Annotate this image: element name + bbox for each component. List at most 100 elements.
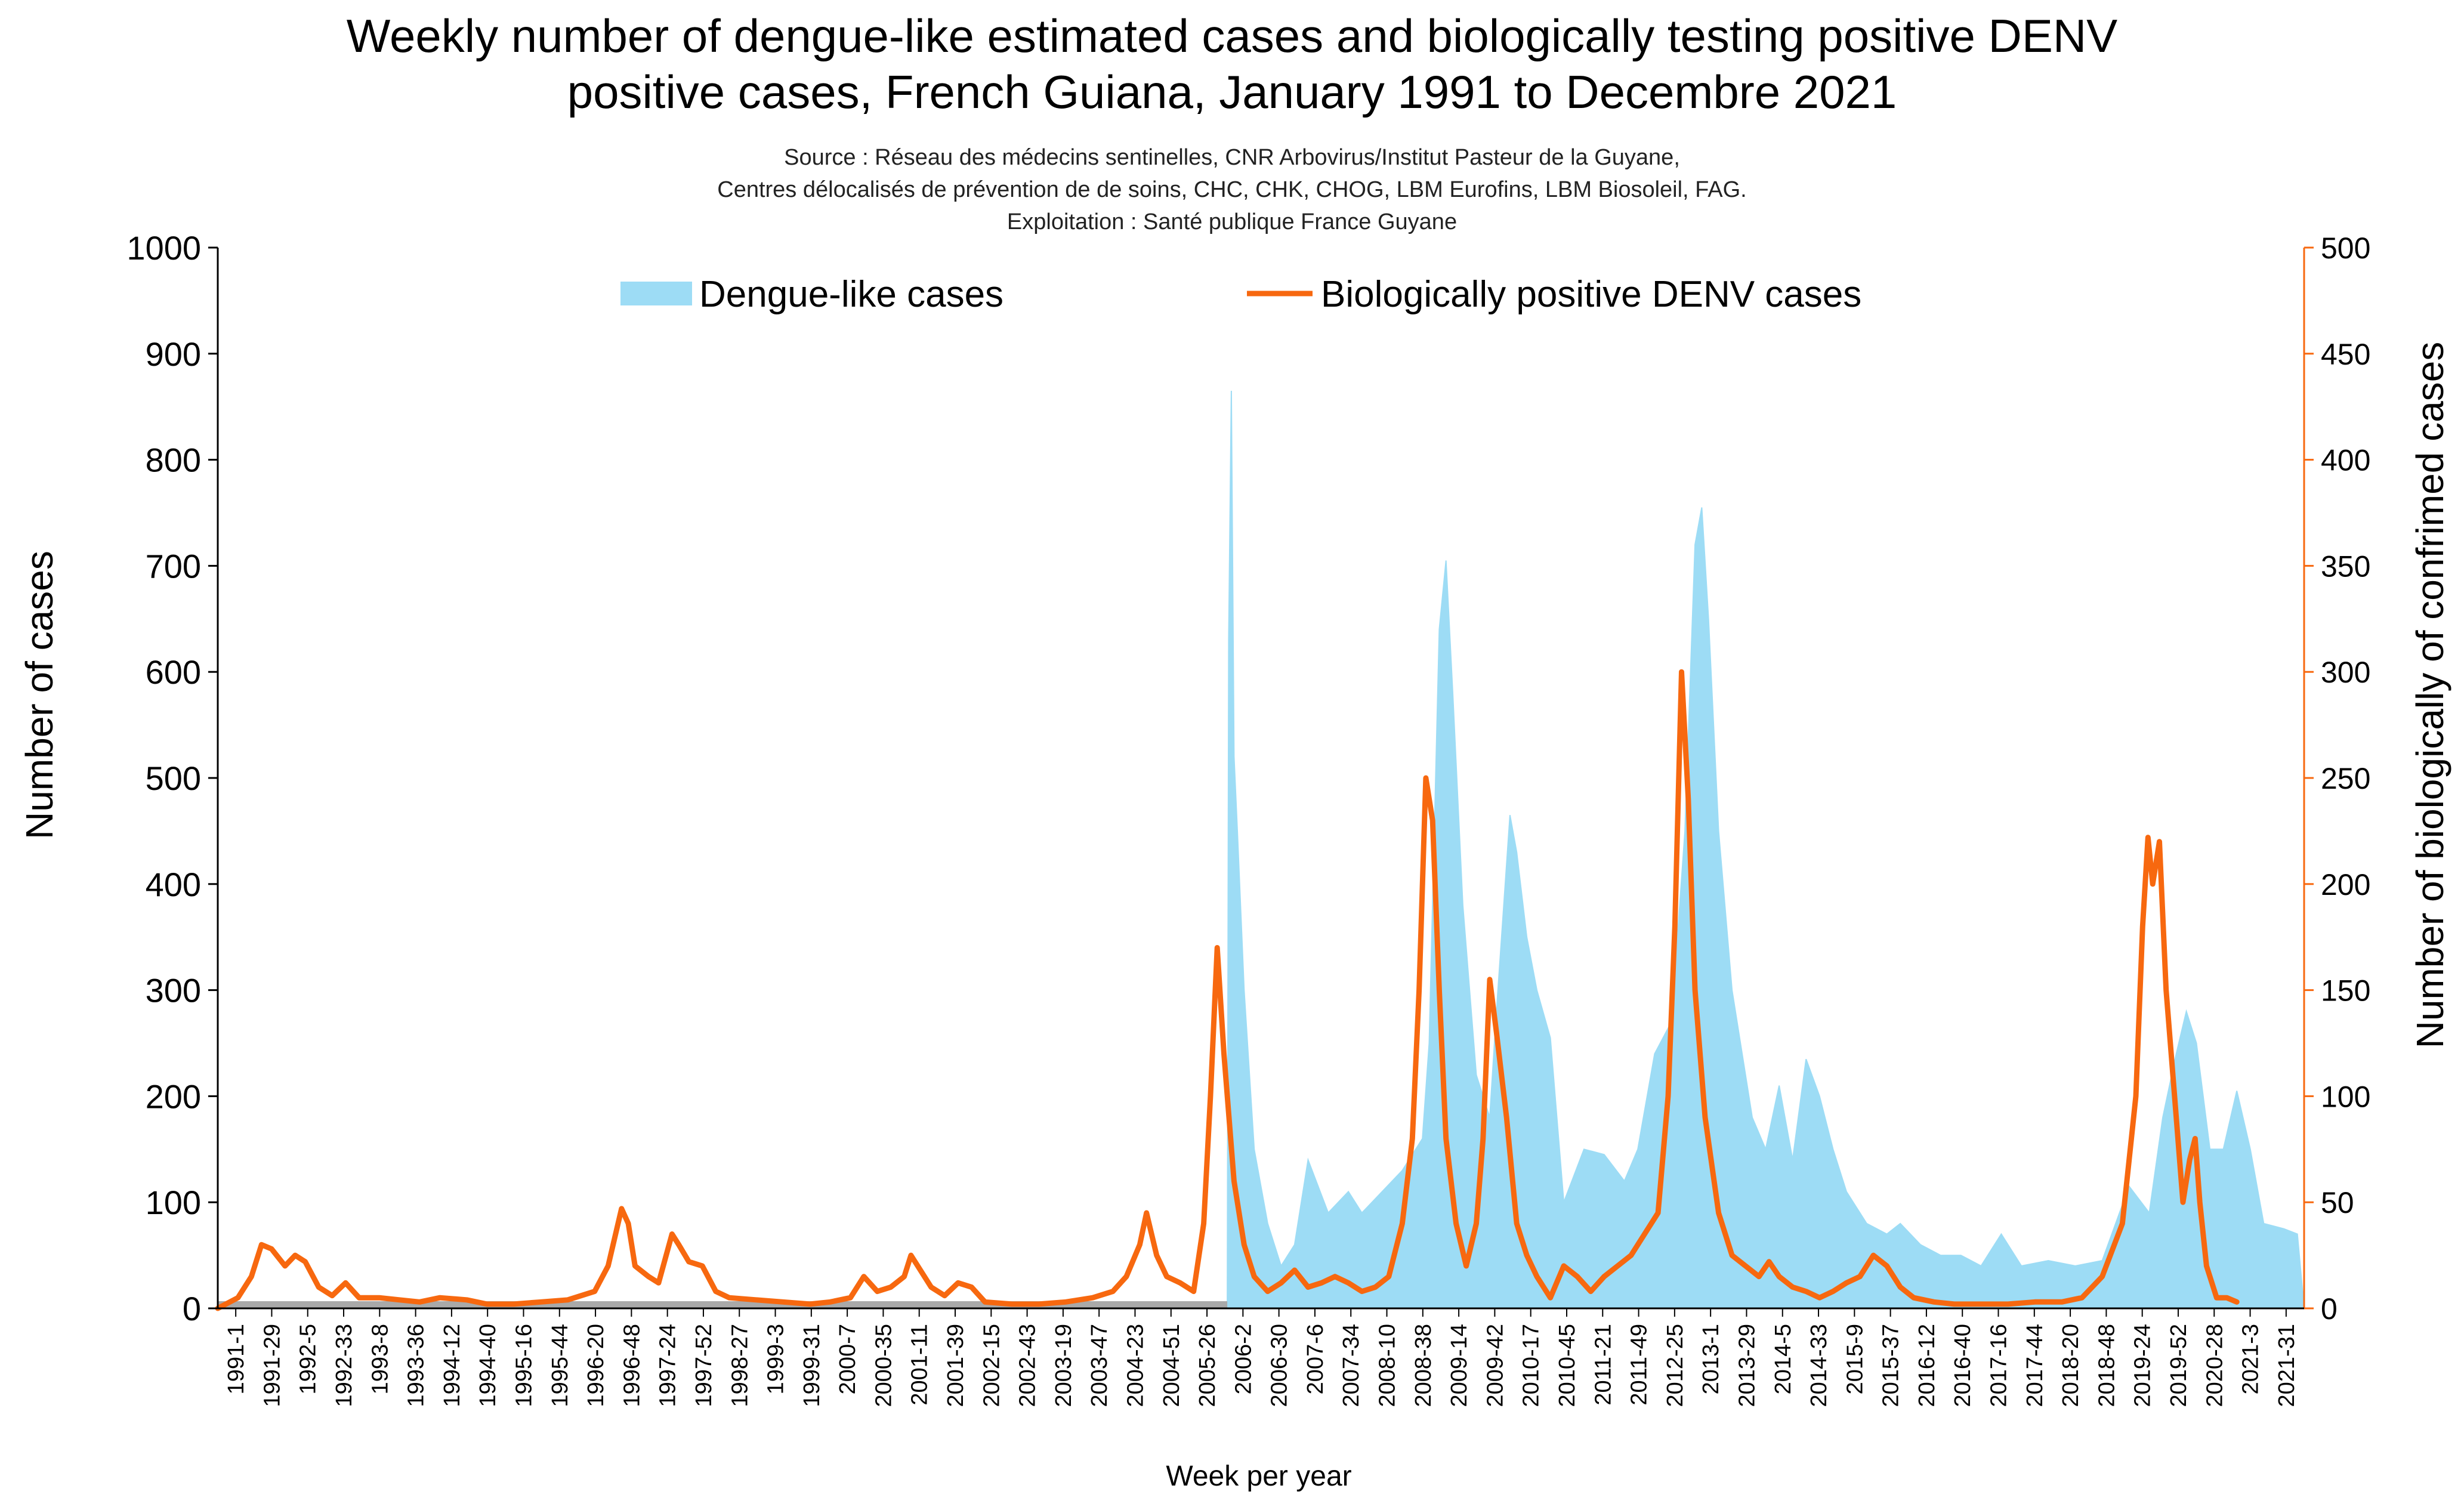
- x-tick-label: 2014-5: [1771, 1324, 1796, 1394]
- x-tick-label: 2021-3: [2238, 1324, 2264, 1394]
- x-tick-label: 1993-36: [404, 1324, 429, 1407]
- chart-title-line-1: Weekly number of dengue-like estimated c…: [346, 10, 2118, 62]
- chart-title-line-2: positive cases, French Guiana, January 1…: [567, 66, 1897, 118]
- x-tick-label: 2008-38: [1411, 1324, 1436, 1407]
- source-line-2: Centres délocalisés de prévention de de …: [717, 177, 1747, 202]
- x-tick-label: 2001-39: [943, 1324, 968, 1407]
- y-left-tick-label: 1000: [126, 229, 201, 267]
- x-tick-label: 1999-31: [799, 1324, 825, 1407]
- y-right-tick-label: 400: [2321, 444, 2370, 477]
- x-tick-label: 2008-10: [1375, 1324, 1400, 1407]
- y-left-tick-label: 600: [146, 653, 201, 691]
- right-axis-ticks: 0 50 100 150 200 250 300 350 400 450 500: [2304, 231, 2370, 1326]
- x-tick-label: 1996-20: [583, 1324, 609, 1407]
- x-tick-label: 2021-31: [2274, 1324, 2299, 1407]
- x-axis-label: Week per year: [1166, 1460, 1351, 1492]
- y-right-tick-label: 450: [2321, 338, 2370, 371]
- legend-label-dengue-like: Dengue-like cases: [699, 274, 1003, 315]
- x-tick-label: 2001-11: [907, 1324, 933, 1406]
- x-tick-label: 2014-33: [1807, 1324, 1832, 1407]
- denv-positive-line: [215, 669, 2240, 1311]
- legend: Dengue-like cases Biologically positive …: [620, 274, 1861, 315]
- y-left-tick-label: 0: [183, 1290, 201, 1327]
- x-tick-label: 2004-23: [1123, 1324, 1148, 1407]
- y-left-tick-label: 800: [146, 441, 201, 479]
- x-tick-label: 2010-45: [1555, 1324, 1580, 1407]
- source-line-1: Source : Réseau des médecins sentinelles…: [784, 145, 1680, 170]
- x-tick-label: 2018-20: [2058, 1324, 2083, 1407]
- x-axis-ticks: 1991-1 1991-29 1992-5 1992-33 1993-8 1993-36 1…: [224, 1308, 2299, 1407]
- y-right-tick-label: 350: [2321, 549, 2370, 583]
- x-tick-label: 1997-24: [656, 1324, 681, 1407]
- y-left-tick-label: 200: [146, 1077, 201, 1115]
- x-tick-label: 2020-28: [2202, 1324, 2227, 1407]
- x-tick-label: 1993-8: [368, 1324, 393, 1394]
- x-tick-label: 1991-29: [260, 1324, 285, 1407]
- y-right-tick-label: 200: [2321, 868, 2370, 901]
- y-left-tick-label: 100: [146, 1184, 201, 1221]
- x-tick-label: 2006-30: [1267, 1324, 1292, 1407]
- axes: [217, 248, 2305, 1310]
- x-tick-label: 2009-14: [1447, 1324, 1472, 1407]
- y-axis-left-label: Number of cases: [18, 551, 61, 839]
- y-right-tick-label: 150: [2321, 974, 2370, 1008]
- x-tick-label: 2005-26: [1195, 1324, 1220, 1407]
- x-tick-label: 1997-52: [691, 1324, 717, 1407]
- y-left-tick-label: 700: [146, 547, 201, 585]
- x-tick-label: 1994-40: [475, 1324, 501, 1407]
- x-tick-label: 1999-3: [764, 1324, 789, 1394]
- source-line-3: Exploitation : Santé publique France Guy…: [1006, 209, 1458, 234]
- x-tick-label: 2009-42: [1483, 1324, 1508, 1407]
- x-tick-label: 2004-51: [1159, 1324, 1184, 1407]
- dengue-like-series: [1227, 390, 2305, 1309]
- x-tick-label: 2002-43: [1015, 1324, 1040, 1407]
- x-tick-label: 2002-15: [979, 1324, 1004, 1407]
- dengue-like-area: [1227, 390, 2305, 1309]
- x-tick-label: 1992-33: [332, 1324, 357, 1407]
- denv-positive-series: [215, 669, 2240, 1311]
- x-tick-label: 2007-34: [1339, 1324, 1364, 1407]
- y-right-tick-label: 250: [2321, 762, 2370, 795]
- y-left-tick-label: 300: [146, 972, 201, 1009]
- legend-swatch-dengue-like: [620, 282, 692, 305]
- y-right-tick-label: 500: [2321, 231, 2370, 265]
- x-tick-label: 1995-44: [548, 1324, 573, 1407]
- x-tick-label: 2003-47: [1087, 1324, 1112, 1407]
- y-right-tick-label: 50: [2321, 1186, 2354, 1219]
- y-left-tick-label: 500: [146, 759, 201, 797]
- x-tick-label: 2011-21: [1591, 1324, 1616, 1406]
- x-tick-label: 2017-16: [1987, 1324, 2012, 1407]
- x-tick-label: 2019-52: [2166, 1324, 2191, 1407]
- x-tick-label: 2018-48: [2094, 1324, 2119, 1407]
- x-tick-label: 2016-12: [1915, 1324, 1940, 1407]
- x-tick-label: 2010-17: [1519, 1324, 1544, 1407]
- x-tick-label: 2007-6: [1303, 1324, 1328, 1394]
- x-tick-label: 2011-49: [1627, 1324, 1652, 1406]
- y-right-tick-label: 300: [2321, 656, 2370, 689]
- x-tick-label: 2015-9: [1842, 1324, 1867, 1394]
- y-right-tick-label: 0: [2321, 1292, 2338, 1326]
- x-tick-label: 2013-1: [1699, 1324, 1724, 1394]
- x-tick-label: 1991-1: [224, 1324, 249, 1394]
- x-tick-label: 2019-24: [2130, 1324, 2156, 1407]
- x-tick-label: 2017-44: [2023, 1324, 2048, 1407]
- x-tick-label: 2000-35: [871, 1324, 896, 1407]
- x-tick-label: 2016-40: [1950, 1324, 1975, 1407]
- left-axis-ticks: 0 100 200 300 400 500 600 700 800 900 1000: [126, 229, 218, 1327]
- x-tick-label: 1992-5: [296, 1324, 321, 1394]
- x-tick-label: 2003-19: [1051, 1324, 1076, 1407]
- legend-label-denv-positive: Biologically positive DENV cases: [1321, 274, 1861, 315]
- x-tick-label: 2006-2: [1231, 1324, 1256, 1394]
- y-left-tick-label: 400: [146, 866, 201, 903]
- x-tick-label: 1998-27: [727, 1324, 752, 1407]
- x-tick-label: 1995-16: [511, 1324, 536, 1407]
- y-right-tick-label: 100: [2321, 1080, 2370, 1113]
- y-axis-right-label: Number of biologically of confrimed case…: [2409, 342, 2451, 1049]
- y-left-tick-label: 900: [146, 335, 201, 373]
- x-tick-label: 2015-37: [1879, 1324, 1904, 1407]
- x-tick-label: 2000-7: [835, 1324, 860, 1394]
- x-tick-label: 1994-12: [440, 1324, 465, 1407]
- x-tick-label: 2012-25: [1663, 1324, 1688, 1407]
